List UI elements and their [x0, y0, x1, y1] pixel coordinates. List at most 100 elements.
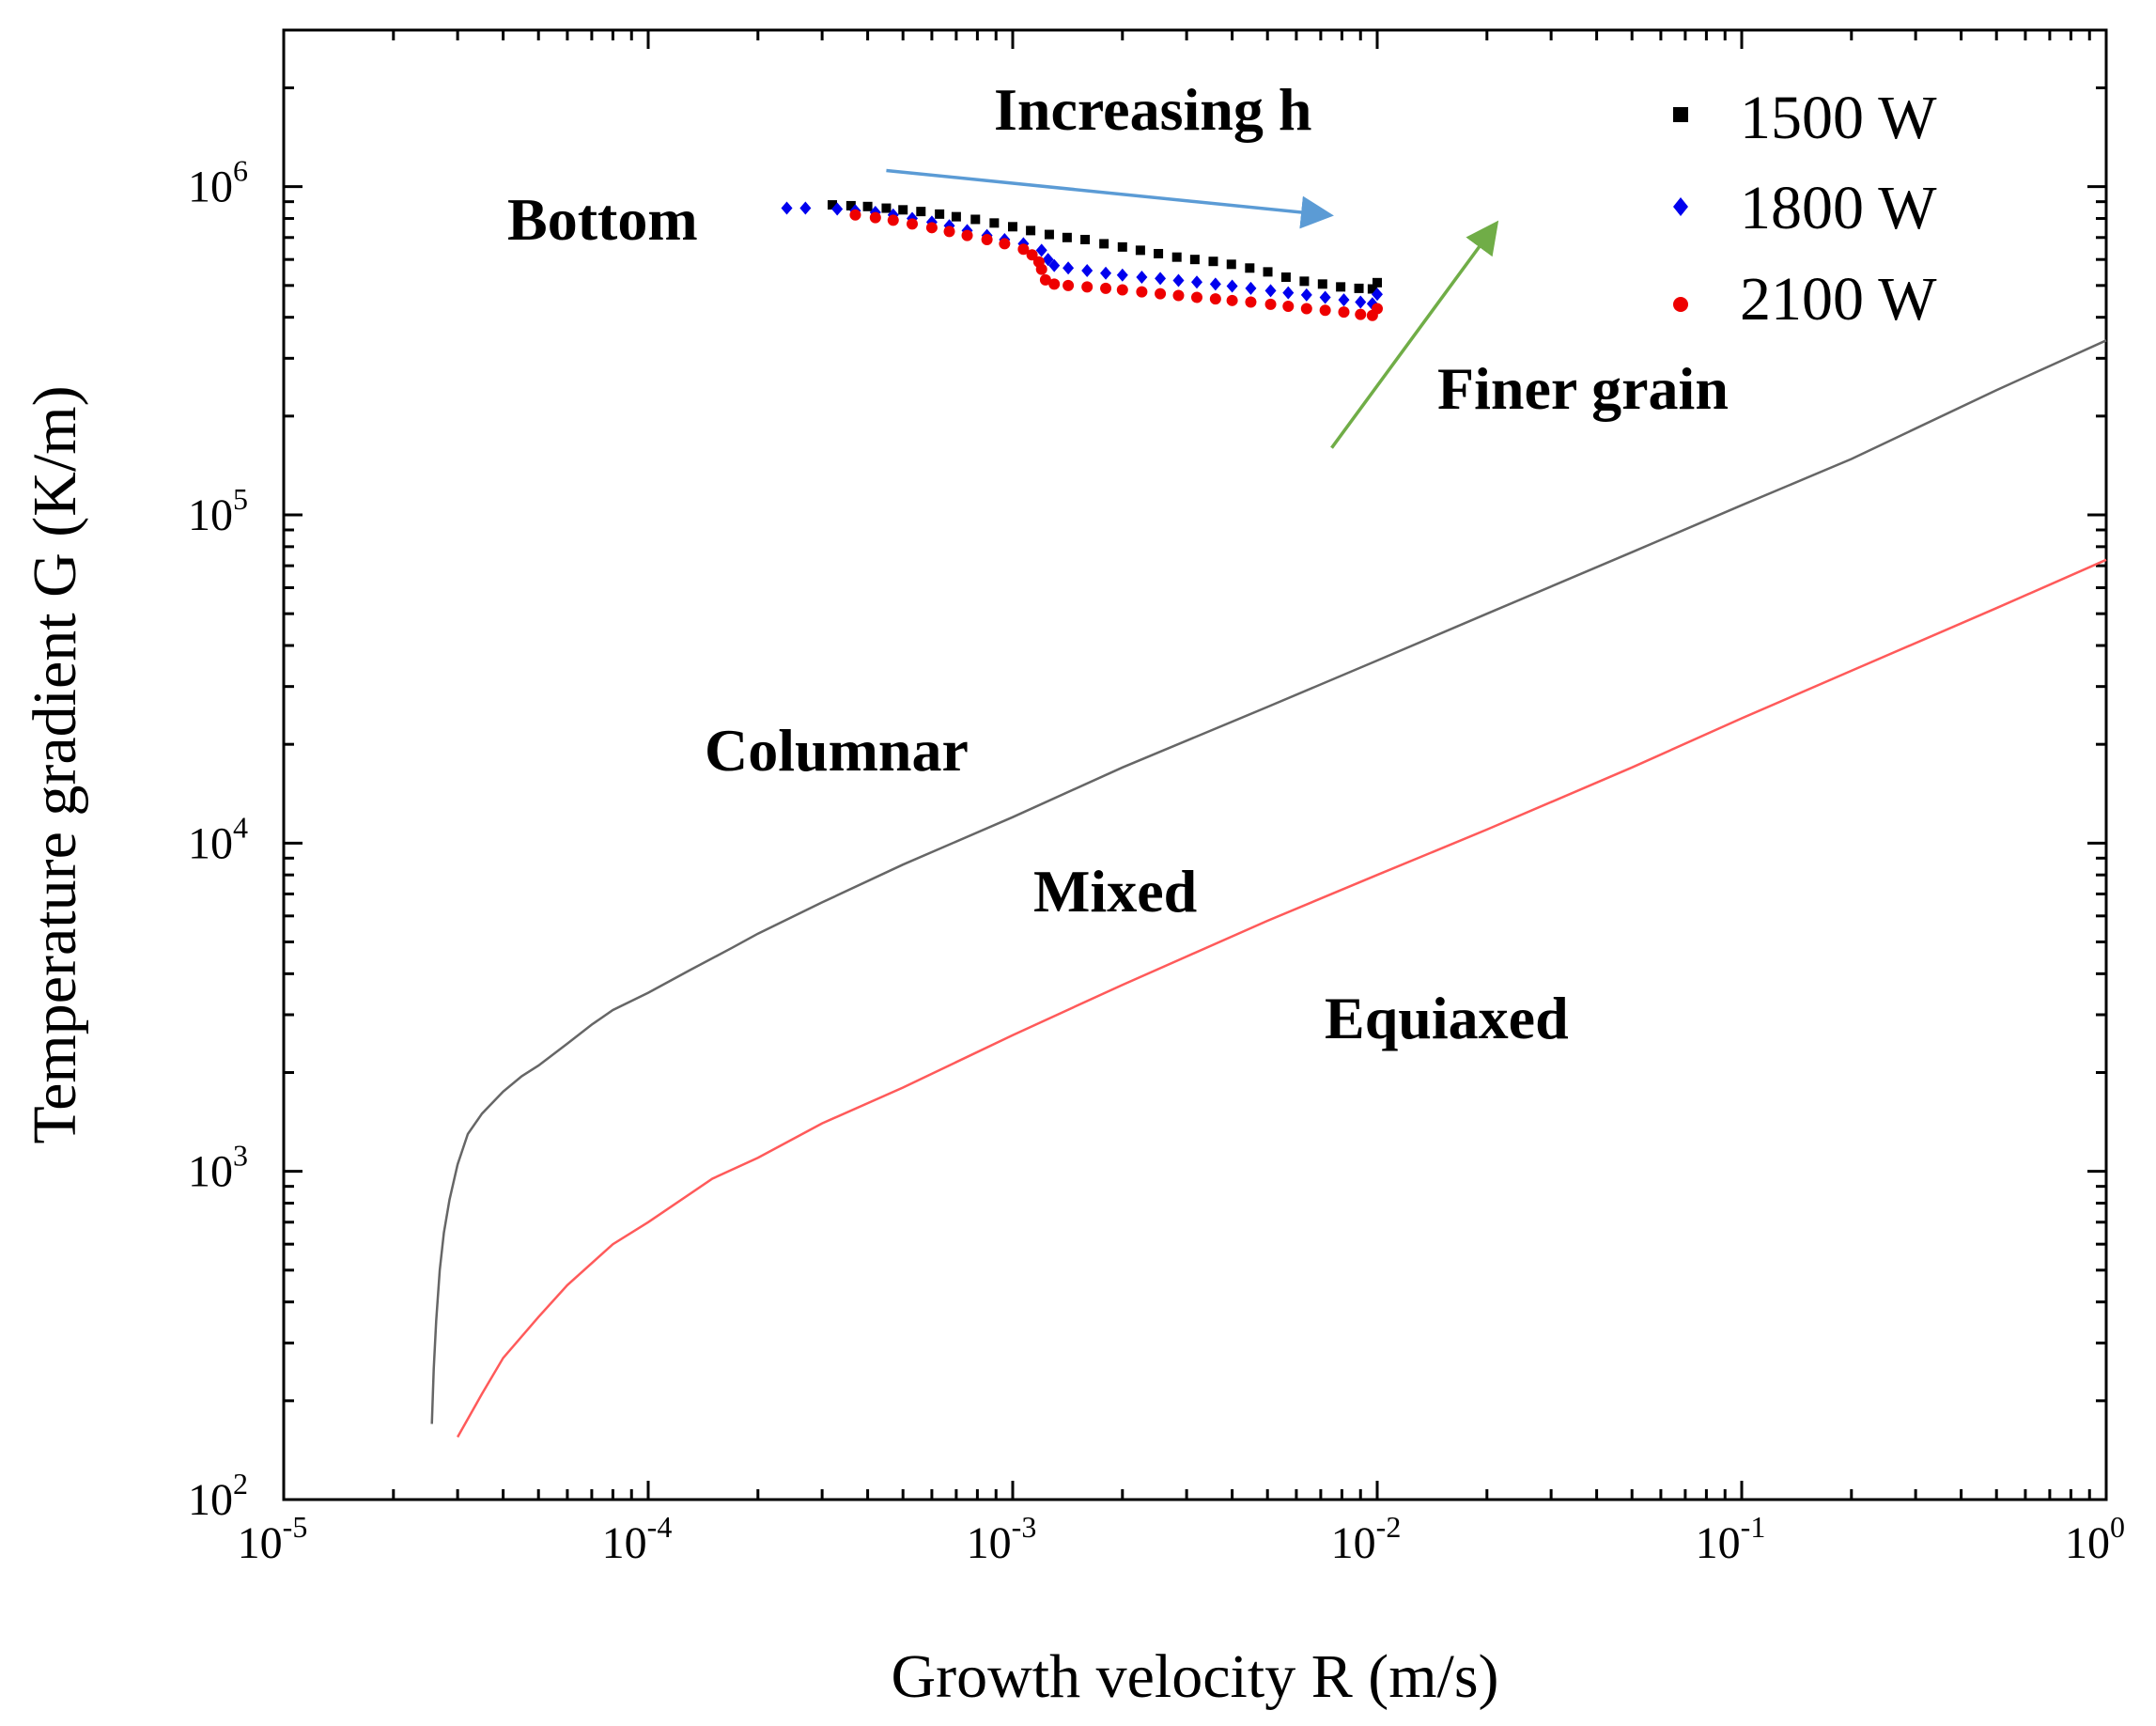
point-1800w [1155, 272, 1167, 286]
axis-tick-labels: 10-5 10-4 10-3 10-2 10-1 100 102 103 104 105 106 [188, 154, 2125, 1568]
point-2100w [925, 222, 938, 234]
y-tick-label: 103 [188, 1139, 248, 1197]
axis-ticks [282, 28, 2108, 1501]
point-2100w [1062, 279, 1075, 291]
point-1500w [1280, 272, 1291, 282]
point-1500w [1336, 282, 1346, 292]
point-1500w [1317, 279, 1327, 289]
x-tick-label: 10-5 [238, 1510, 308, 1568]
point-1500w [916, 207, 926, 217]
point-1800w [1062, 261, 1075, 275]
point-2100w [1026, 249, 1038, 261]
point-1500w [1354, 283, 1364, 293]
point-1500w [1208, 257, 1218, 267]
legend-marker-1500w [1673, 107, 1688, 122]
point-1800w [781, 201, 793, 215]
point-1800w [1372, 288, 1383, 302]
annotation-arrows [886, 168, 1499, 449]
columnar-mixed-boundary-line [430, 339, 2107, 1424]
x-tick-label: 10-1 [1696, 1510, 1766, 1568]
point-1500w [935, 209, 945, 219]
point-1500w [1226, 259, 1236, 270]
point-1500w [1171, 252, 1182, 262]
point-2100w [1048, 278, 1061, 290]
point-1500w [1367, 284, 1377, 294]
point-2100w [1372, 303, 1383, 315]
legend-marker-2100w [1673, 297, 1688, 312]
point-2100w [943, 225, 955, 238]
point-1800w [1116, 268, 1128, 282]
point-2100w [907, 218, 919, 230]
increasing-h-arrow [886, 168, 1334, 229]
legend-label-1500w: 1500 W [1740, 84, 1937, 152]
point-2100w [887, 214, 899, 226]
legend-label-1800w: 1800 W [1740, 174, 1937, 242]
y-tick-label: 104 [188, 810, 248, 868]
point-1500w [989, 218, 1000, 228]
point-1500w [1099, 239, 1109, 249]
point-1800w [1282, 286, 1295, 300]
point-1500w [1189, 255, 1200, 265]
point-1800w [1172, 273, 1185, 288]
mixed-equiaxed-boundary-line [457, 558, 2107, 1438]
boundary-lines [430, 339, 2107, 1438]
point-1500w [1263, 267, 1273, 277]
point-2100w [1245, 296, 1257, 308]
point-2100w [1226, 294, 1238, 306]
annotation-bottom: Bottom [507, 186, 698, 253]
point-1800w [1048, 258, 1061, 272]
point-1800w [1136, 270, 1148, 284]
point-1800w [1338, 293, 1350, 307]
y-axis-title: Temperature gradient G (K/m) [21, 385, 89, 1143]
point-1800w [1245, 281, 1257, 295]
annotation-increasing-h: Increasing h [994, 76, 1311, 143]
point-1500w [881, 203, 892, 213]
x-tick-label: 10-3 [967, 1510, 1037, 1568]
point-2100w [1264, 298, 1277, 310]
point-2100w [1355, 308, 1367, 320]
point-2100w [1209, 293, 1221, 305]
point-2100w [1017, 243, 1030, 256]
legend: 1500 W 1800 W 2100 W [1673, 84, 1937, 334]
point-1500w [951, 211, 961, 222]
finer-grain-arrow [1330, 220, 1499, 449]
point-2100w [999, 238, 1011, 250]
point-2100w [1039, 273, 1051, 286]
point-1500w [1062, 232, 1072, 242]
point-1500w [970, 214, 981, 225]
point-1500w [862, 201, 873, 211]
point-1800w [1035, 243, 1047, 257]
point-1500w [1299, 276, 1310, 287]
point-1800w [1264, 284, 1277, 298]
point-2100w [869, 211, 881, 224]
point-1500w [1008, 222, 1017, 232]
point-2100w [1338, 306, 1350, 319]
y-tick-label: 106 [188, 154, 248, 212]
plot-frame [282, 28, 2108, 1501]
legend-marker-1800w [1673, 197, 1688, 216]
annotation-mixed: Mixed [1033, 858, 1197, 925]
point-2100w [981, 233, 993, 245]
point-1800w [1355, 295, 1367, 309]
point-1800w [831, 202, 844, 216]
point-1500w [1373, 277, 1382, 288]
point-2100w [1172, 289, 1185, 302]
annotation-equiaxed: Equiaxed [1325, 985, 1569, 1051]
point-1500w [827, 200, 837, 210]
point-1800w [1226, 279, 1238, 293]
point-1800w [1081, 264, 1094, 278]
point-1500w [845, 200, 856, 210]
point-1500w [1154, 248, 1164, 258]
x-tick-label: 10-2 [1331, 1510, 1402, 1568]
x-tick-label: 100 [2065, 1510, 2125, 1568]
legend-label-2100w: 2100 W [1740, 265, 1937, 334]
point-2100w [1300, 303, 1312, 315]
y-tick-label: 105 [188, 482, 248, 540]
point-1800w [1300, 288, 1312, 302]
point-2100w [1081, 281, 1094, 293]
point-1800w [799, 201, 812, 215]
annotation-finer-grain: Finer grain [1437, 355, 1729, 422]
point-2100w [1282, 301, 1295, 313]
point-2100w [1116, 284, 1128, 296]
point-2100w [961, 229, 973, 241]
